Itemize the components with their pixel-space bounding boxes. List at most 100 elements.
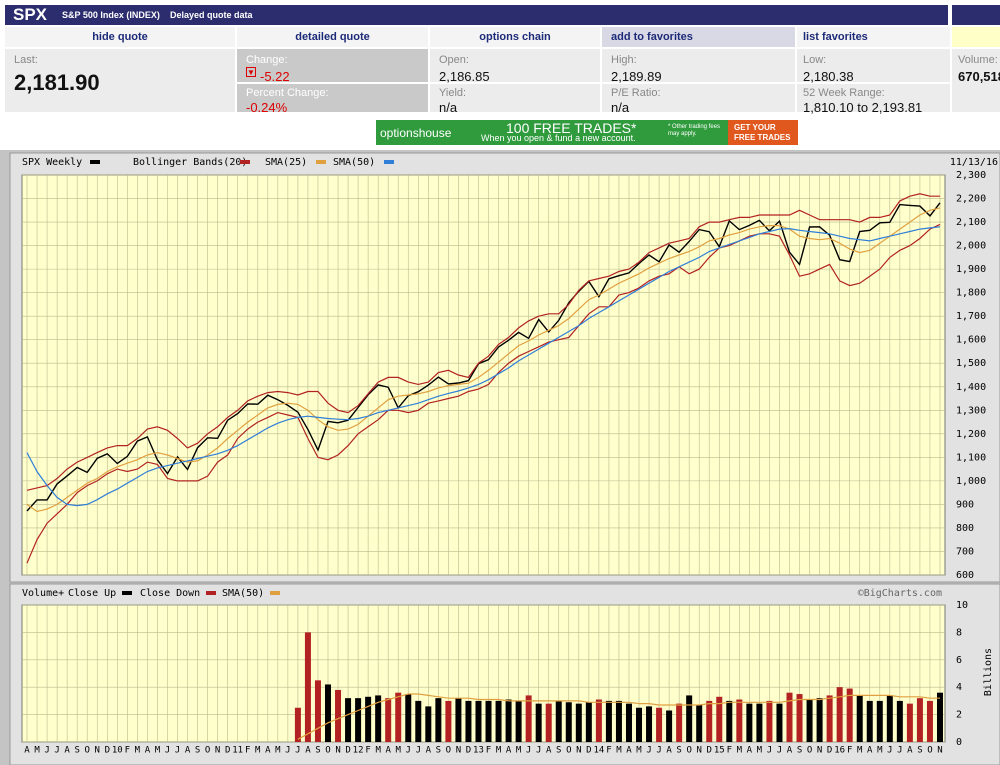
- x-tick-label: M: [275, 746, 281, 756]
- quote-cell: Last: 2,181.90: [5, 49, 235, 112]
- volume-bar: [525, 695, 532, 742]
- quote-label: 52 Week Range:: [803, 87, 885, 99]
- volume-bar: [856, 695, 863, 742]
- x-tick-label: J: [44, 746, 49, 756]
- volume-bar: [806, 699, 813, 742]
- y-tick-label: 1,700: [956, 311, 986, 322]
- volume-bar: [846, 688, 853, 742]
- quote-cell: Percent Change: -0.24%: [237, 84, 428, 115]
- legend-swatch: [90, 160, 100, 164]
- x-tick-label: O: [927, 746, 932, 756]
- quote-label: Yield:: [439, 87, 467, 99]
- quote-label: P/E Ratio:: [611, 87, 661, 99]
- volume-bar: [375, 695, 382, 742]
- quote-value: 2,189.89: [611, 69, 662, 84]
- legend-swatch: [270, 591, 280, 595]
- volume-bar: [926, 700, 933, 742]
- title-bar-end: [952, 5, 1000, 25]
- x-tick-label: 10: [112, 746, 123, 756]
- x-tick-label: F: [727, 746, 732, 756]
- nav-link[interactable]: hide quote: [5, 27, 235, 47]
- quote-cell: Change: ▼ -5.22: [237, 49, 428, 84]
- volume-bar: [565, 702, 572, 742]
- x-tick-label: A: [385, 746, 391, 756]
- volume-bar: [746, 703, 753, 742]
- x-tick-label: J: [526, 746, 531, 756]
- x-tick-label: S: [917, 746, 922, 756]
- legend-entry: SMA(50): [222, 588, 264, 599]
- quote-value: -0.24%: [246, 100, 288, 115]
- x-tick-label: J: [54, 746, 59, 756]
- quote-value: 670,518: [958, 69, 1000, 84]
- x-tick-label: 13: [473, 746, 484, 756]
- quote-cell: Yield: n/a: [430, 84, 600, 115]
- volume-plot: [21, 604, 946, 743]
- chart: SPX Weekly Bollinger Bands(20) SMA(25) S…: [9, 152, 1000, 765]
- x-tick-label: N: [456, 746, 461, 756]
- x-tick-label: J: [767, 746, 772, 756]
- nav-link[interactable]: add to favorites: [602, 27, 795, 47]
- nav-link[interactable]: detailed quote: [237, 27, 428, 47]
- volume-bar: [706, 700, 713, 742]
- volume-bar: [485, 700, 492, 742]
- quote-label: Change:: [246, 54, 288, 66]
- x-tick-label: A: [907, 746, 913, 756]
- x-tick-label: D: [707, 746, 712, 756]
- x-tick-label: M: [737, 746, 743, 756]
- volume-bar: [575, 703, 582, 742]
- x-tick-label: N: [335, 746, 340, 756]
- y-tick-label: 1,600: [956, 335, 986, 346]
- volume-bar: [816, 698, 823, 742]
- y-tick-label: 600: [956, 570, 974, 581]
- x-tick-label: M: [135, 746, 141, 756]
- y-tick-label: 1,900: [956, 264, 986, 275]
- legend-swatch: [316, 160, 326, 164]
- x-tick-label: J: [656, 746, 661, 756]
- x-tick-label: S: [797, 746, 802, 756]
- volume-bar: [625, 703, 632, 742]
- y-tick-label: 4: [956, 682, 962, 693]
- volume-bar: [515, 700, 522, 742]
- legend-entry: Close Down: [140, 588, 200, 599]
- x-tick-label: D: [105, 746, 110, 756]
- volume-bar: [335, 689, 342, 742]
- y-tick-label: 2,000: [956, 241, 986, 252]
- nav-link[interactable]: list favorites: [797, 27, 950, 47]
- series-line: [26, 193, 940, 491]
- volume-bar: [445, 700, 452, 742]
- y-tick-label: 1,100: [956, 452, 986, 463]
- volume-bar: [294, 707, 301, 742]
- volume-bar: [555, 700, 562, 742]
- volume-bar: [385, 698, 392, 742]
- x-tick-label: A: [305, 746, 311, 756]
- x-tick-label: J: [165, 746, 170, 756]
- quote-label: Last:: [14, 54, 38, 66]
- x-tick-label: N: [817, 746, 822, 756]
- legend-entry: Bollinger Bands(20): [133, 157, 247, 168]
- volume-bar: [324, 684, 331, 742]
- quote-label: Percent Change:: [246, 87, 329, 99]
- series-line: [297, 693, 940, 740]
- volume-bar: [304, 632, 311, 742]
- series-line: [26, 226, 941, 507]
- nav-link[interactable]: options chain: [430, 27, 600, 47]
- volume-bar: [435, 698, 442, 742]
- volume-bar: [505, 699, 512, 742]
- y-tick-label: 700: [956, 546, 974, 557]
- x-tick-label: F: [125, 746, 130, 756]
- x-tick-label: D: [827, 746, 832, 756]
- x-tick-label: J: [285, 746, 290, 756]
- ad-cta[interactable]: GET YOUR FREE TRADES: [728, 120, 798, 145]
- quote-cell: High: 2,189.89: [602, 49, 795, 84]
- volume-bar: [425, 706, 432, 742]
- y-tick-label: 2,300: [956, 170, 986, 181]
- x-tick-label: A: [747, 746, 753, 756]
- quote-cell: 52 Week Range: 1,810.10 to 2,193.81: [797, 84, 950, 115]
- volume-bar: [615, 700, 622, 742]
- x-tick-label: N: [696, 746, 701, 756]
- x-tick-label: J: [897, 746, 902, 756]
- x-tick-label: A: [626, 746, 632, 756]
- y-tick-label: 8: [956, 627, 962, 638]
- ad-banner[interactable]: optionshouse 100 FREE TRADES* When you o…: [376, 120, 728, 145]
- series-line: [26, 223, 941, 564]
